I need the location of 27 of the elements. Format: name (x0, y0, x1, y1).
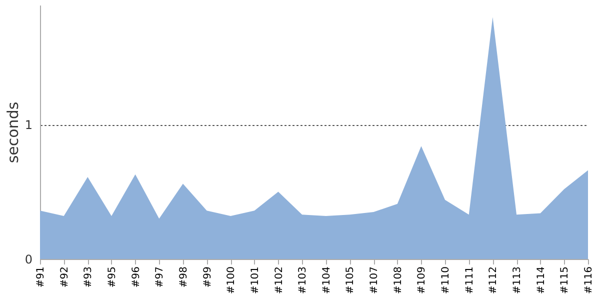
x-tick-label: #98 (178, 266, 190, 288)
x-tick-label: #114 (536, 266, 547, 294)
x-tick-label: #110 (440, 266, 452, 294)
x-tick-label: #97 (154, 266, 166, 288)
y-axis-title: seconds (4, 102, 22, 164)
x-tick-label: #103 (298, 266, 309, 294)
x-tick-label: #102 (274, 266, 285, 294)
x-tick-label: #115 (560, 266, 571, 294)
x-tick-label: #101 (250, 266, 261, 294)
x-tick-label: #92 (59, 266, 70, 288)
x-tick-label: #96 (130, 266, 142, 288)
x-tick-label: #91 (36, 266, 46, 288)
x-tick-label: #116 (584, 266, 594, 294)
y-tick-label: 0 (24, 252, 32, 266)
x-tick-label: #105 (345, 266, 356, 294)
x-tick-label: #109 (416, 266, 428, 294)
y-tick-label: 1 (24, 118, 32, 132)
x-tick-label: #95 (106, 266, 118, 288)
x-tick-label: #99 (202, 266, 214, 288)
x-tick-label: #108 (392, 266, 404, 294)
x-tick-label: #111 (464, 266, 476, 294)
x-tick-label: #107 (369, 266, 380, 294)
x-tick-label: #113 (512, 266, 524, 294)
x-tick-label: #93 (83, 266, 94, 288)
x-tick-label: #112 (488, 266, 500, 294)
x-tick-label: #104 (321, 266, 332, 294)
x-tick-label: #100 (226, 266, 238, 294)
